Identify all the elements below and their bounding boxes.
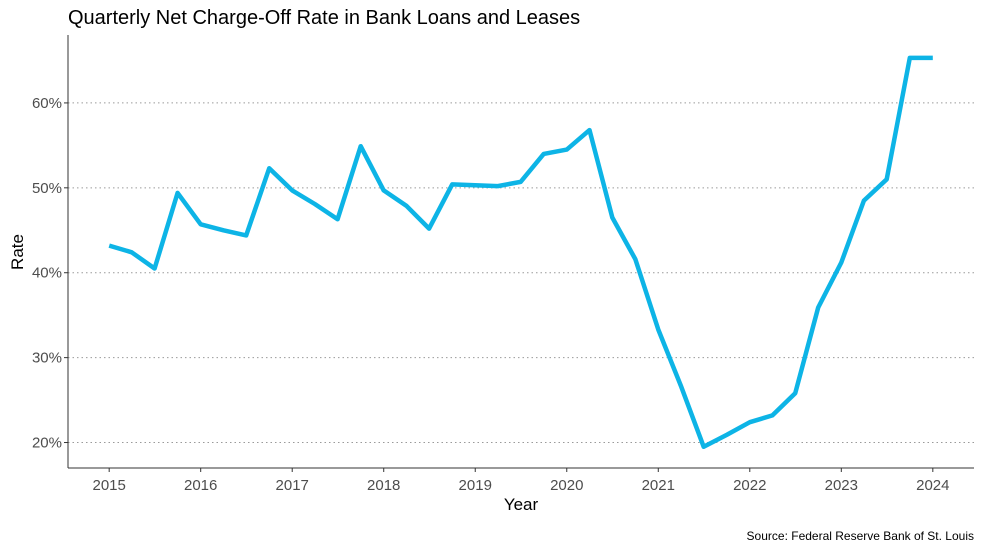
x-tick-label: 2023 <box>825 477 858 494</box>
y-axis-ticks: 20% 30% 40% 50% 60% <box>32 95 68 452</box>
y-tick-label: 50% <box>32 180 62 197</box>
y-tick-label: 30% <box>32 350 62 367</box>
y-tick-label: 20% <box>32 435 62 452</box>
y-axis-title: Rate <box>8 234 27 270</box>
series-line <box>108 55 933 450</box>
x-axis-ticks: 2015 2016 2017 2018 2019 2020 2021 2022 2023 2024 <box>92 468 950 494</box>
x-tick-label: 2019 <box>459 477 492 494</box>
plot-area <box>108 55 933 450</box>
x-tick-label: 2018 <box>367 477 400 494</box>
x-tick-label: 2021 <box>642 477 675 494</box>
y-tick-label: 40% <box>32 265 62 282</box>
x-tick-label: 2015 <box>92 477 125 494</box>
x-axis-title: Year <box>504 495 539 514</box>
y-tick-label: 60% <box>32 95 62 112</box>
x-tick-label: 2017 <box>276 477 309 494</box>
x-tick-label: 2022 <box>733 477 766 494</box>
x-tick-label: 2020 <box>550 477 583 494</box>
x-tick-label: 2016 <box>184 477 217 494</box>
chart-title: Quarterly Net Charge-Off Rate in Bank Lo… <box>68 7 580 29</box>
x-tick-label: 2024 <box>916 477 949 494</box>
source-caption: Source: Federal Reserve Bank of St. Loui… <box>747 529 974 543</box>
